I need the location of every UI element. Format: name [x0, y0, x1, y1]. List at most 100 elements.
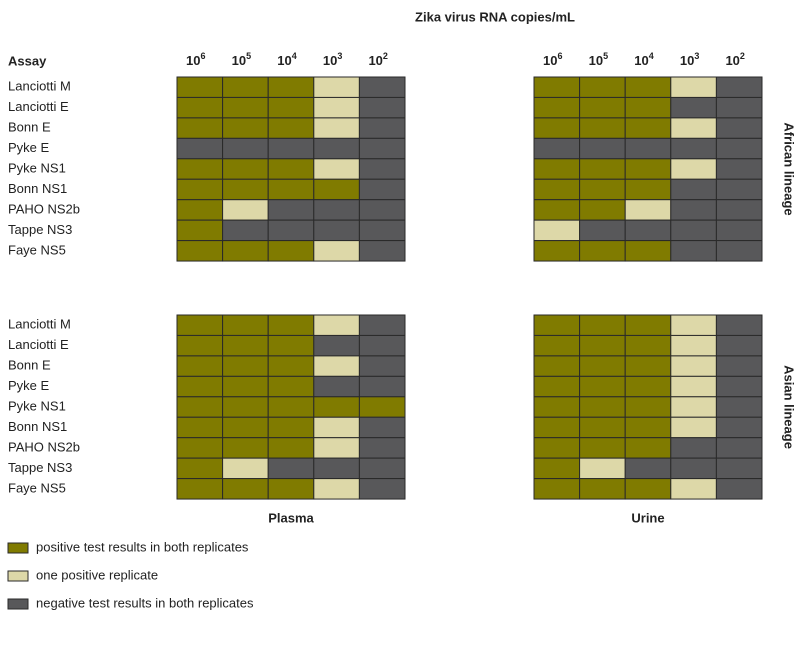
cell — [624, 76, 672, 98]
assay-label: Pyke NS1 — [8, 160, 66, 175]
cell — [358, 416, 406, 439]
cell — [267, 158, 315, 180]
cell — [624, 117, 672, 139]
cell — [222, 219, 269, 242]
cell — [715, 240, 763, 262]
cell — [313, 375, 360, 398]
cell — [313, 457, 360, 480]
column-base: 10 — [232, 53, 246, 68]
column-base: 10 — [725, 53, 739, 68]
column-exp: 2 — [740, 51, 745, 61]
cell — [624, 240, 672, 262]
cell — [715, 437, 763, 459]
cell — [358, 478, 406, 500]
column-header: 102 — [725, 51, 744, 68]
cell — [313, 158, 360, 180]
cell — [222, 199, 269, 221]
cell — [715, 178, 763, 201]
cell — [358, 199, 406, 221]
cell — [715, 457, 763, 480]
assay-label: Pyke NS1 — [8, 398, 66, 413]
cell — [533, 416, 581, 439]
cell — [579, 478, 626, 500]
cell — [624, 437, 672, 459]
cell — [358, 457, 406, 480]
cell — [533, 457, 581, 480]
cell — [579, 375, 626, 398]
column-exp: 2 — [383, 51, 388, 61]
cell — [579, 178, 626, 201]
cell — [176, 178, 224, 201]
assay-label: Bonn NS1 — [8, 419, 67, 434]
column-base: 10 — [543, 53, 557, 68]
cell — [715, 137, 763, 160]
cell — [358, 375, 406, 398]
cell — [533, 355, 581, 377]
column-header: 105 — [589, 51, 608, 68]
column-exp: 6 — [201, 51, 206, 61]
cell — [176, 478, 224, 500]
cell — [624, 478, 672, 500]
cell — [715, 314, 763, 336]
column-base: 10 — [277, 53, 291, 68]
cell — [267, 137, 315, 160]
cell — [358, 96, 406, 119]
cell — [715, 158, 763, 180]
cell — [267, 240, 315, 262]
cell — [176, 416, 224, 439]
cell — [176, 76, 224, 98]
cell — [624, 355, 672, 377]
sample-label: Urine — [631, 510, 664, 525]
cell — [533, 396, 581, 418]
column-exp: 4 — [292, 51, 297, 61]
assay-label: PAHO NS2b — [8, 439, 80, 454]
cell — [313, 117, 360, 139]
cell — [533, 240, 581, 262]
cell — [267, 117, 315, 139]
cell — [670, 178, 717, 201]
cell — [670, 457, 717, 480]
cell — [624, 457, 672, 480]
cell — [358, 178, 406, 201]
cell — [624, 199, 672, 221]
cell — [358, 137, 406, 160]
cell — [670, 219, 717, 242]
cell — [533, 199, 581, 221]
cell — [222, 96, 269, 119]
cell — [579, 314, 626, 336]
cell — [670, 158, 717, 180]
cell — [176, 117, 224, 139]
cell — [624, 314, 672, 336]
cell — [715, 416, 763, 439]
cell — [715, 219, 763, 242]
cell — [222, 76, 269, 98]
column-base: 10 — [680, 53, 694, 68]
cell — [176, 437, 224, 459]
cell — [670, 437, 717, 459]
cell — [176, 355, 224, 377]
cell — [579, 96, 626, 119]
cell — [313, 219, 360, 242]
cell — [222, 437, 269, 459]
cell — [624, 178, 672, 201]
cell — [533, 96, 581, 119]
cell — [176, 334, 224, 357]
cell — [222, 314, 269, 336]
cell — [579, 355, 626, 377]
cell — [222, 334, 269, 357]
cell — [533, 158, 581, 180]
cell — [579, 416, 626, 439]
cell — [533, 375, 581, 398]
column-header: 106 — [186, 51, 205, 68]
column-base: 10 — [186, 53, 200, 68]
cell — [313, 178, 360, 201]
assay-label: Bonn E — [8, 120, 51, 135]
cell — [715, 96, 763, 119]
assay-label: Faye NS5 — [8, 480, 66, 495]
cell — [222, 457, 269, 480]
cell — [267, 396, 315, 418]
cell — [222, 478, 269, 500]
cell — [176, 137, 224, 160]
lineage-label: Asian lineage — [782, 365, 797, 449]
cell — [533, 219, 581, 242]
